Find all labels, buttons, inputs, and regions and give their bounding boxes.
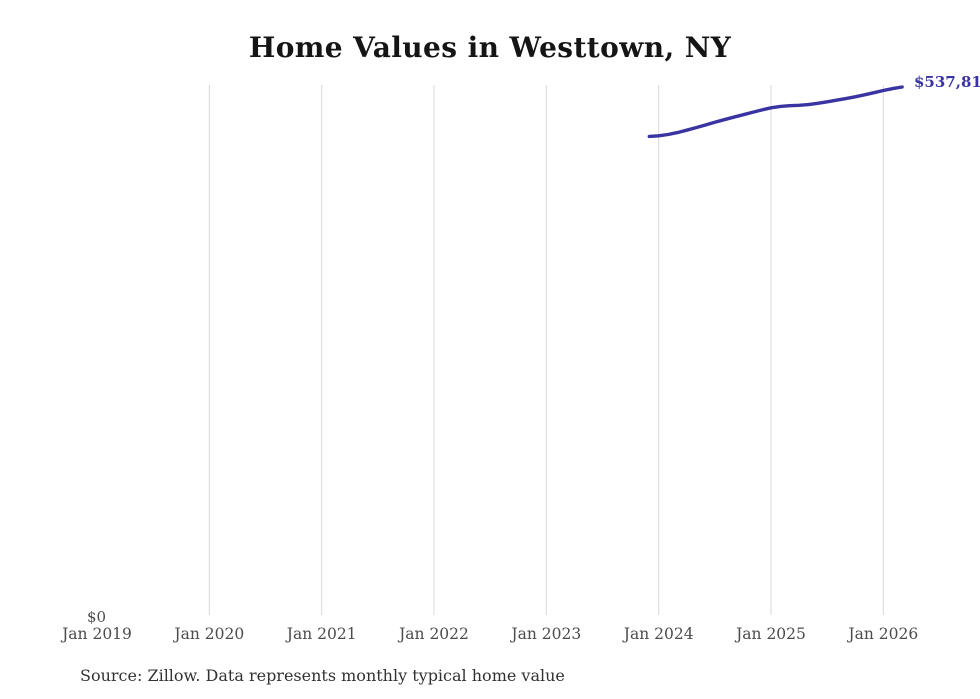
x-axis-label-jan-2021: Jan 2021: [286, 625, 357, 643]
latest-value-label: $537,815: [914, 73, 980, 91]
home-value-series-line: [647, 85, 904, 139]
x-axis-label-jan-2019: Jan 2019: [62, 625, 132, 643]
chart-title: Home Values in Westtown, NY: [248, 31, 732, 64]
x-axis-label-jan-2022: Jan 2022: [399, 625, 469, 643]
vertical-gridlines: [208, 85, 884, 615]
y-axis-zero-label: $0: [87, 608, 107, 626]
x-axis-label-jan-2025: Jan 2025: [736, 625, 806, 643]
source-note: Source: Zillow. Data represents monthly …: [80, 666, 565, 685]
x-axis-label-jan-2023: Jan 2023: [511, 625, 582, 643]
x-axis-label-jan-2020: Jan 2020: [174, 625, 245, 643]
x-axis-label-jan-2024: Jan 2024: [623, 625, 694, 643]
x-axis-label-jan-2026: Jan 2026: [848, 625, 919, 643]
